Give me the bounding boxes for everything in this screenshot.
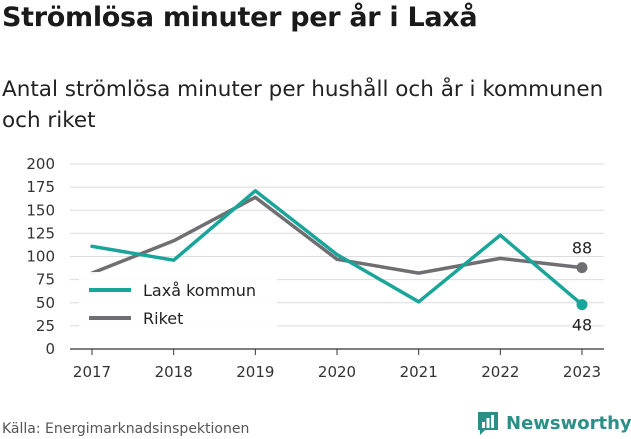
series-line-riket (90, 195, 584, 275)
legend-box (79, 272, 277, 334)
brand-logo: Newsworthy (476, 408, 631, 438)
chart-subtitle: Antal strömlösa minuter per hushåll och … (2, 77, 604, 133)
source-note: Källa: Energimarknadsinspektionen (2, 421, 250, 437)
y-tick-label: 25 (36, 317, 55, 335)
x-axis: 2017 2018 2019 2020 2021 2022 2023 (73, 349, 601, 381)
y-tick-label: 150 (26, 201, 55, 219)
legend: Laxå kommun Riket (79, 272, 277, 334)
x-tick-label: 2018 (155, 363, 193, 381)
x-tick-label: 2021 (400, 363, 438, 381)
y-tick-label: 175 (26, 178, 55, 196)
series-lines: 88 48 (90, 189, 592, 335)
x-tick-label: 2020 (318, 363, 356, 381)
end-label-laxa: 48 (572, 316, 592, 335)
y-tick-label: 0 (45, 340, 55, 358)
y-axis-ticks: 0 25 50 75 100 125 150 175 200 (26, 155, 55, 358)
series-line-laxå-kommun (90, 189, 584, 307)
end-point-laxå-kommun (576, 299, 588, 311)
legend-label: Laxå kommun (143, 281, 256, 300)
bar-chart-logo-icon (478, 412, 498, 435)
y-tick-label: 75 (36, 271, 55, 289)
end-label-riket: 88 (572, 239, 592, 258)
end-point-riket (576, 262, 588, 274)
chart-title: Strömlösa minuter per år i Laxå (2, 2, 478, 33)
x-tick-label: 2017 (73, 363, 111, 381)
x-tick-label: 2022 (481, 363, 519, 381)
y-tick-label: 100 (26, 248, 55, 266)
y-tick-label: 50 (36, 294, 55, 312)
x-tick-label: 2019 (236, 363, 274, 381)
y-tick-label: 200 (26, 155, 55, 173)
brand-name: Newsworthy (506, 412, 631, 434)
legend-label: Riket (143, 309, 183, 328)
y-tick-label: 125 (26, 224, 55, 242)
x-tick-label: 2023 (563, 363, 601, 381)
